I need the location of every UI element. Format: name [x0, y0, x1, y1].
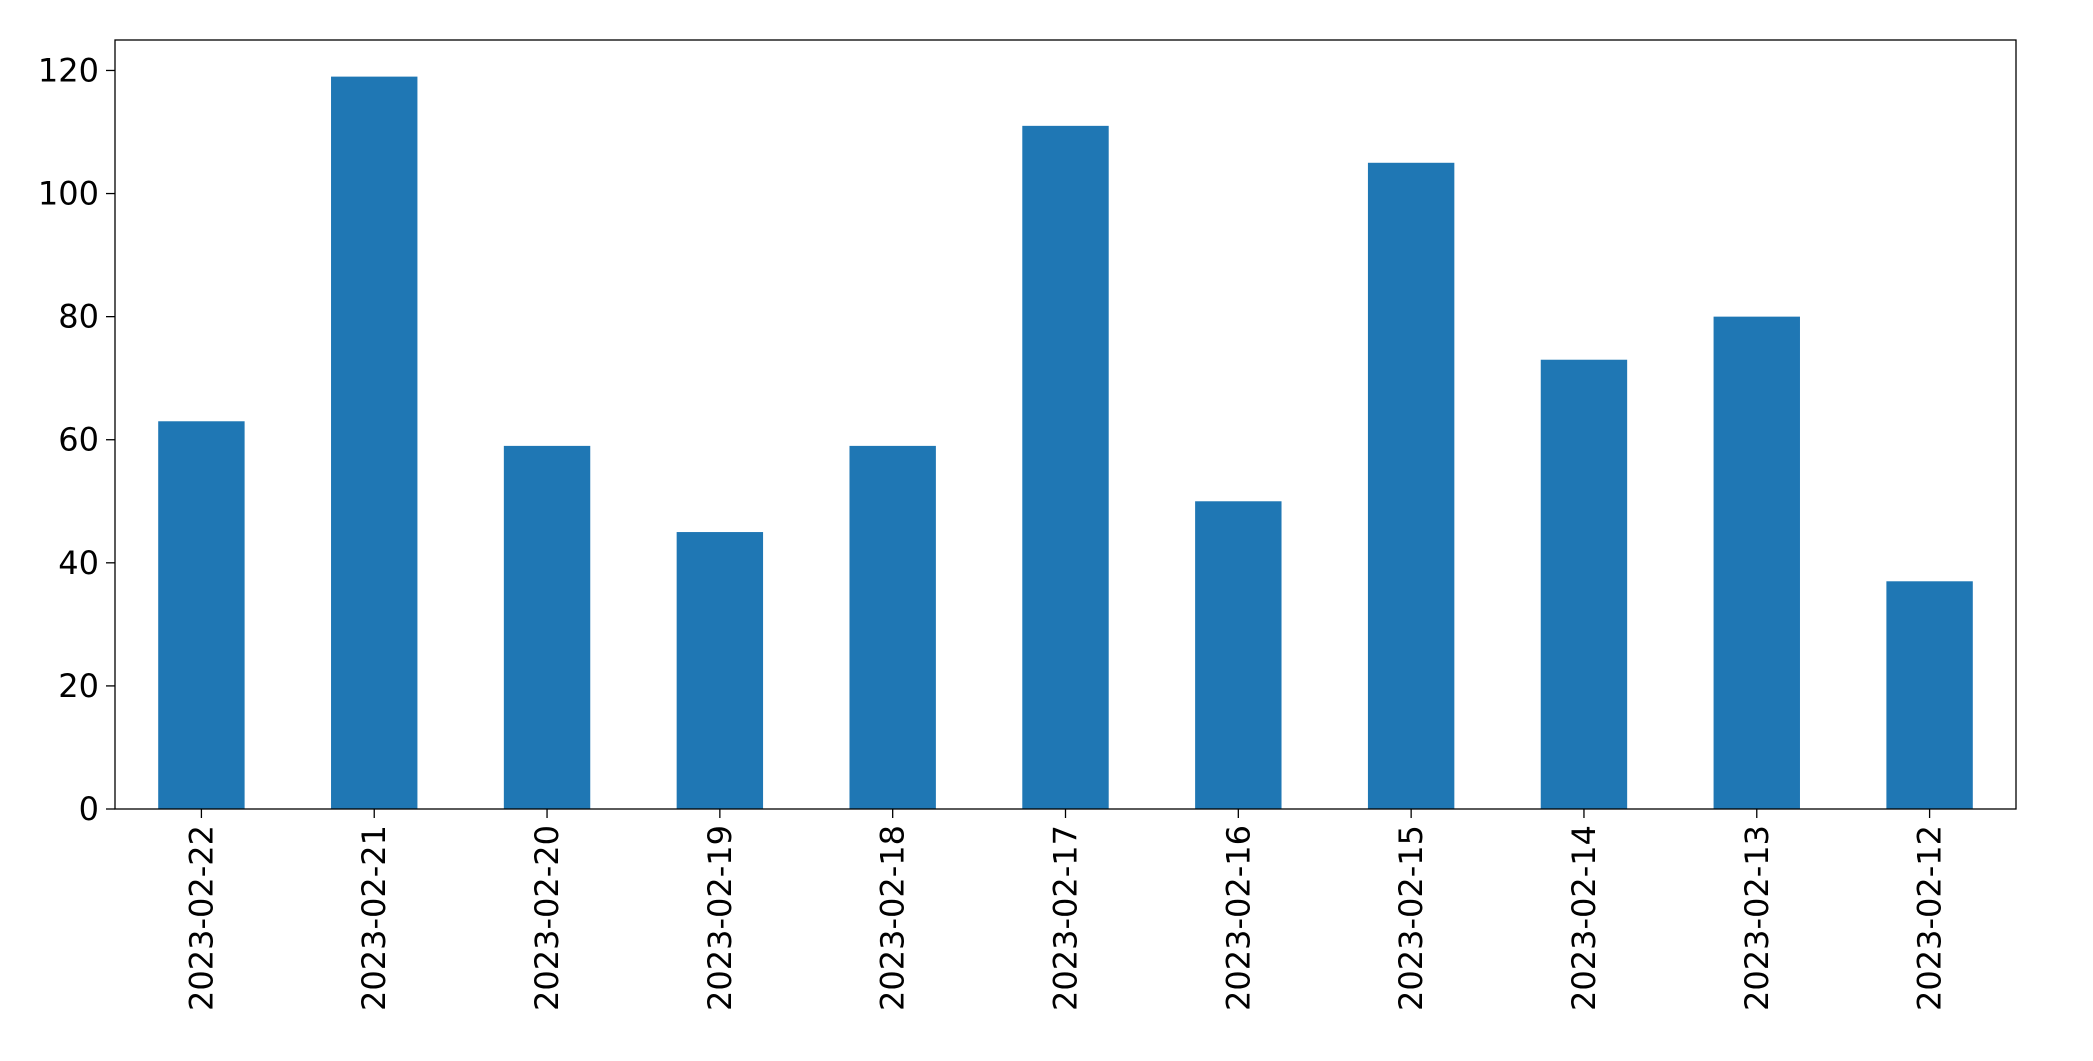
x-tick-label: 2023-02-20: [528, 825, 566, 1011]
x-tick-label: 2023-02-21: [355, 825, 393, 1011]
x-tick-label: 2023-02-17: [1047, 825, 1085, 1011]
bar: [331, 76, 418, 810]
bar: [1886, 581, 1973, 809]
x-tick-label: 2023-02-15: [1392, 825, 1430, 1011]
bar: [1540, 359, 1628, 809]
y-tick-label: 60: [58, 421, 99, 459]
x-tick-label: 2023-02-13: [1738, 825, 1776, 1011]
y-tick-label: 40: [58, 544, 99, 582]
y-tick-label: 120: [38, 51, 99, 89]
y-tick-label: 80: [58, 298, 99, 336]
x-tick-label: 2023-02-19: [701, 825, 739, 1011]
bar: [676, 532, 764, 809]
bar: [158, 421, 245, 809]
plot-frame: [114, 39, 2017, 810]
x-tick-label: 2023-02-18: [874, 825, 912, 1011]
x-tick-label: 2023-02-12: [1911, 825, 1949, 1011]
bar: [1195, 501, 1282, 809]
y-tick-label: 20: [58, 667, 99, 705]
y-tick-label: 0: [79, 790, 99, 828]
bar: [849, 445, 936, 809]
bar: [503, 445, 591, 809]
y-tick-label: 100: [38, 175, 99, 213]
x-tick-label: 2023-02-22: [182, 825, 220, 1011]
bar: [1022, 125, 1109, 810]
x-tick-label: 2023-02-14: [1565, 825, 1603, 1011]
bar: [1367, 162, 1455, 810]
bar: [1713, 316, 1800, 809]
x-tick-label: 2023-02-16: [1219, 825, 1257, 1011]
